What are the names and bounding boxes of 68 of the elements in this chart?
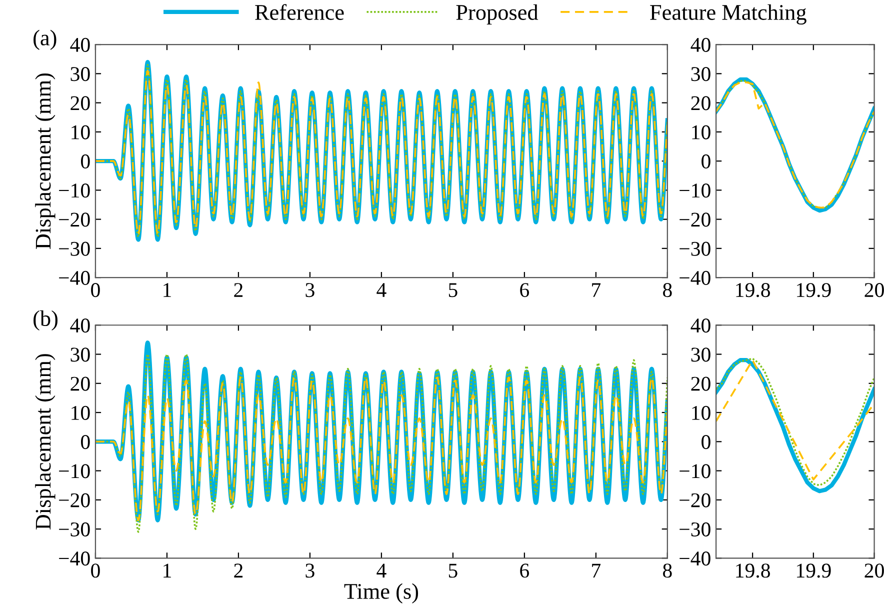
text: (a): [34, 30, 56, 50]
x-tick-label: 5: [448, 283, 458, 298]
y-tick-label: 0: [702, 154, 710, 168]
y-tick-label: 10: [692, 406, 710, 420]
y-tick-label: 30: [691, 67, 710, 82]
y-tick-label: 10: [72, 125, 90, 140]
y-tick-label: −30: [680, 522, 710, 536]
x-tick-label: 0: [91, 283, 100, 298]
x-tick-label: 19.8: [736, 283, 770, 298]
x-tick-label: 20: [864, 564, 884, 578]
x-tick-label: 19.9: [797, 283, 831, 298]
x-tick-label: 5: [448, 564, 458, 578]
x-tick-label: 4: [376, 283, 386, 297]
legend-label: Reference: [255, 4, 344, 20]
x-tick-label: 4: [376, 564, 386, 578]
x-tick-label: 1: [164, 564, 171, 578]
y-tick-label: 40: [70, 318, 90, 333]
legend-label: Proposed: [456, 4, 538, 24]
x-tick-label: 19.9: [797, 564, 831, 578]
y-tick-label: 10: [72, 406, 90, 420]
x-tick-label: 20: [864, 283, 884, 298]
y-tick-label: −30: [59, 242, 90, 256]
y-axis-title: Displacement (mm): [35, 73, 56, 249]
y-tick-label: −20: [59, 212, 90, 227]
y-tick-label: −10: [680, 464, 710, 478]
x-tick-label: 3: [306, 564, 314, 578]
y-tick-label: 0: [80, 154, 90, 168]
x-tick-label: 2: [234, 564, 243, 578]
y-tick-label: 20: [691, 376, 710, 391]
x-tick-label: 2: [234, 283, 243, 297]
y-tick-label: −20: [680, 212, 710, 227]
x-tick-label: 19.8: [736, 564, 770, 578]
y-tick-label: 20: [691, 96, 710, 110]
y-tick-label: 40: [690, 318, 710, 333]
y-tick-label: −40: [680, 552, 710, 566]
y-tick-label: 10: [692, 125, 710, 140]
y-tick-label: −10: [680, 184, 710, 198]
x-tick-label: 7: [592, 564, 601, 578]
y-tick-label: −40: [59, 270, 90, 285]
y-tick-label: 40: [690, 38, 710, 52]
y-tick-label: 0: [80, 435, 90, 450]
x-tick-label: 8: [663, 564, 672, 578]
y-tick-label: −20: [59, 493, 90, 508]
y-tick-label: 30: [70, 67, 90, 82]
y-tick-label: −10: [59, 464, 90, 478]
y-tick-label: 20: [70, 376, 90, 391]
x-tick-label: 3: [306, 283, 314, 298]
y-tick-label: −40: [59, 552, 90, 566]
y-axis-title: Displacement (mm): [35, 354, 56, 530]
x-tick-label: 8: [663, 283, 672, 298]
legend-label: Feature Matching: [650, 4, 806, 25]
y-tick-label: −40: [680, 270, 710, 285]
y-tick-label: −30: [680, 242, 710, 256]
y-tick-label: 30: [70, 348, 90, 362]
text: (b): [34, 310, 58, 331]
y-tick-label: 40: [70, 38, 90, 52]
y-tick-label: 30: [691, 348, 710, 362]
y-tick-label: 20: [70, 96, 90, 110]
x-tick-label: 0: [91, 564, 100, 578]
x-tick-label: 6: [520, 564, 530, 578]
y-tick-label: 0: [702, 435, 710, 450]
x-tick-label: 7: [592, 283, 601, 297]
x-tick-label: 1: [164, 283, 171, 297]
y-tick-label: −10: [59, 184, 90, 198]
y-tick-label: −30: [59, 522, 90, 536]
x-tick-label: 6: [520, 283, 530, 298]
y-tick-label: −20: [680, 493, 710, 508]
x-axis-title: Time (s): [344, 583, 418, 604]
